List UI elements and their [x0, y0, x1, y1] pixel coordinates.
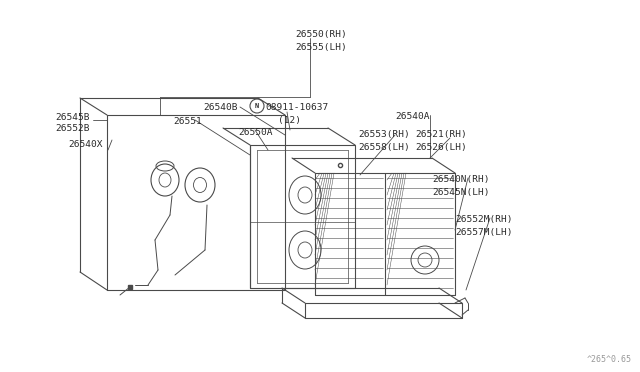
Text: 26540N(RH): 26540N(RH)	[432, 175, 490, 184]
Text: 26550A: 26550A	[238, 128, 273, 137]
Text: 26552B: 26552B	[55, 124, 90, 133]
Text: 26552M(RH): 26552M(RH)	[455, 215, 513, 224]
Text: 26557M(LH): 26557M(LH)	[455, 228, 513, 237]
Text: 26521(RH): 26521(RH)	[415, 130, 467, 139]
Text: 08911-10637: 08911-10637	[265, 103, 328, 112]
Text: 26545N(LH): 26545N(LH)	[432, 188, 490, 197]
Text: N: N	[255, 103, 259, 109]
Text: 26540B: 26540B	[203, 103, 237, 112]
Text: 26551: 26551	[173, 117, 202, 126]
Text: 26553(RH): 26553(RH)	[358, 130, 410, 139]
Text: 26555(LH): 26555(LH)	[295, 43, 347, 52]
Text: 26550(RH): 26550(RH)	[295, 30, 347, 39]
Text: 26526(LH): 26526(LH)	[415, 143, 467, 152]
Text: (12): (12)	[278, 116, 301, 125]
Text: 26545B: 26545B	[55, 113, 90, 122]
Text: ^265^0.65: ^265^0.65	[587, 355, 632, 364]
Text: 26540A: 26540A	[395, 112, 429, 121]
Text: 26558(LH): 26558(LH)	[358, 143, 410, 152]
Text: 26540X: 26540X	[68, 140, 102, 149]
